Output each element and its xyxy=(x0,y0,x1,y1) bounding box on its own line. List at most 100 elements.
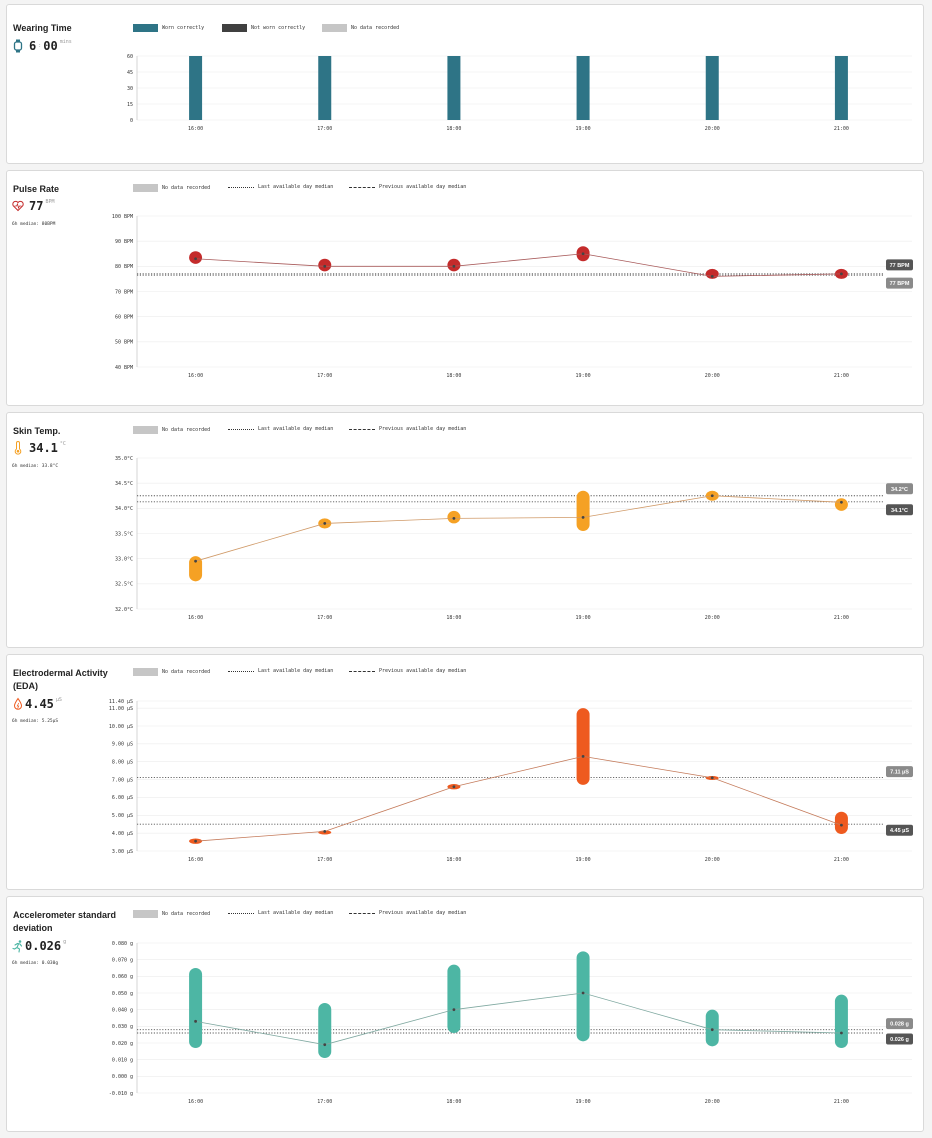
data-point xyxy=(323,829,327,833)
data-point xyxy=(452,517,456,520)
wearing-mins: 00 xyxy=(43,39,58,53)
legend-no-data: No data recorded xyxy=(133,184,210,192)
card-title: Electrodermal Activity (EDA) xyxy=(13,668,108,691)
data-point xyxy=(710,1028,714,1032)
y-tick-label: 60 xyxy=(127,54,133,60)
range-capsule xyxy=(705,1009,719,1047)
data-point xyxy=(840,1031,843,1035)
y-tick-label: 8.00 µS xyxy=(112,760,133,766)
legend-label: Worn correctly xyxy=(162,25,205,31)
data-point xyxy=(581,252,585,256)
pulse-median: 6h median: 80BPM xyxy=(12,222,56,227)
median-tag-bg xyxy=(886,504,913,516)
y-tick-label: 0.050 g xyxy=(112,991,133,997)
legend-label: Previous available day median xyxy=(379,910,467,916)
data-point xyxy=(194,257,197,261)
pulse-unit: BPM xyxy=(45,199,55,205)
x-tick-label: 17:00 xyxy=(317,615,332,621)
legend-label: Last available day median xyxy=(258,668,334,674)
heart-icon xyxy=(12,200,24,212)
y-tick-label: 3.00 µS xyxy=(112,849,133,855)
y-tick-label: 0.010 g xyxy=(112,1057,133,1063)
skin-value: 34.1 xyxy=(29,441,58,455)
wear-bar xyxy=(318,56,332,120)
pulse-metric: 77 BPM xyxy=(12,199,54,213)
median-tag-bottom: 77 BPM xyxy=(890,281,910,287)
legend-dashed-line xyxy=(349,912,375,914)
x-tick-label: 21:00 xyxy=(834,126,849,132)
y-tick-label: 32.5°C xyxy=(115,582,133,588)
eda-metric: 4.45 µS xyxy=(12,697,62,711)
series-line xyxy=(195,992,842,1046)
y-tick-label: 100 BPM xyxy=(112,214,133,220)
legend-swatch xyxy=(222,24,247,32)
y-tick-label: 35.0°C xyxy=(115,456,133,462)
x-tick-label: 16:00 xyxy=(188,373,203,379)
legend-label: Last available day median xyxy=(258,910,334,916)
median-tag-bg xyxy=(886,277,913,289)
series-line xyxy=(195,755,842,842)
legend-label: No data recorded xyxy=(162,669,211,675)
legend-label: Previous available day median xyxy=(379,668,467,674)
data-point xyxy=(840,272,843,276)
range-capsule xyxy=(189,968,203,1048)
data-point xyxy=(581,991,585,995)
y-tick-label: 7.00 µS xyxy=(112,777,133,783)
data-point xyxy=(840,500,843,504)
range-capsule xyxy=(834,994,848,1048)
wearing-sep: : xyxy=(38,43,42,49)
y-tick-label: 30 xyxy=(127,86,133,92)
y-tick-label: 0.000 g xyxy=(112,1074,133,1080)
median-tag-bg xyxy=(886,259,913,271)
median-tag-top: 0.028 g xyxy=(890,1022,909,1028)
y-tick-label: 50 BPM xyxy=(115,340,133,346)
data-point xyxy=(194,839,197,843)
card-title: Skin Temp. xyxy=(13,426,61,436)
y-tick-label: 0.020 g xyxy=(112,1041,133,1047)
legend-no-data: No data recorded xyxy=(322,24,399,32)
range-capsule xyxy=(189,556,203,582)
legend-not-worn-correctly: Not worn correctly xyxy=(222,24,305,32)
legend-worn-correctly: Worn correctly xyxy=(133,24,204,32)
card-title: Pulse Rate xyxy=(13,184,60,194)
range-capsule xyxy=(834,498,848,511)
legend-dotted-line xyxy=(228,186,254,188)
x-tick-label: 19:00 xyxy=(576,857,591,863)
y-tick-label: 45 xyxy=(127,70,133,76)
y-tick-label: 0.040 g xyxy=(112,1007,133,1013)
range-capsule xyxy=(447,964,461,1033)
x-tick-label: 19:00 xyxy=(576,615,591,621)
legend-label: Not worn correctly xyxy=(251,25,306,31)
x-tick-label: 20:00 xyxy=(705,373,720,379)
y-tick-label: 11.40 µS xyxy=(109,699,133,705)
median-tag-top: 7.11 µS xyxy=(890,770,909,776)
running-person-icon xyxy=(12,940,23,953)
card-title: Accelerometer standard deviation xyxy=(13,910,117,933)
wearing-time-metric: 6 : 00 mins xyxy=(12,39,72,53)
x-tick-label: 20:00 xyxy=(705,1099,720,1105)
median-tag-top: 34.2°C xyxy=(891,487,908,493)
x-tick-label: 21:00 xyxy=(834,1099,849,1105)
y-tick-label: 0.080 g xyxy=(112,941,133,947)
legend-label: No data recorded xyxy=(162,427,211,433)
accel-card: Accelerometer standard deviation 0.026 g… xyxy=(6,896,924,1132)
y-tick-label: 70 BPM xyxy=(115,289,133,295)
x-tick-label: 19:00 xyxy=(576,126,591,132)
y-tick-label: 34.0°C xyxy=(115,506,133,512)
x-tick-label: 21:00 xyxy=(834,373,849,379)
accel-metric: 0.026 g xyxy=(12,939,66,953)
legend-dotted-line xyxy=(228,428,254,430)
median-tag-top: 77 BPM xyxy=(890,263,910,269)
x-tick-label: 17:00 xyxy=(317,857,332,863)
y-tick-label: 9.00 µS xyxy=(112,742,133,748)
pulse-rate-card: Pulse Rate 77 BPM 6h median: 80BPM No da… xyxy=(6,170,924,406)
y-tick-label: 0 xyxy=(130,118,133,124)
y-tick-label: 15 xyxy=(127,102,133,108)
y-tick-label: 33.5°C xyxy=(115,531,133,537)
y-tick-label: 34.5°C xyxy=(115,481,133,487)
x-tick-label: 17:00 xyxy=(317,126,332,132)
range-capsule xyxy=(576,951,590,1042)
legend-swatch xyxy=(133,426,158,434)
pulse-rate-chart: 100 BPM 90 BPM 80 BPM 70 BPM 60 BPM 50 BPM 40 … xyxy=(112,214,913,379)
median-tag-bg xyxy=(886,766,913,778)
